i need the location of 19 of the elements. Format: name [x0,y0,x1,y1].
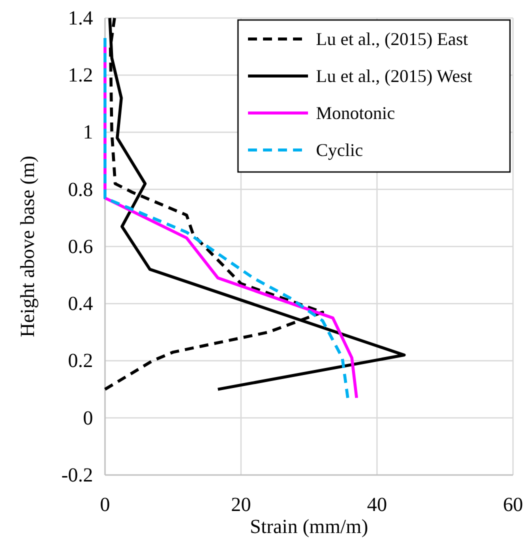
x-tick-label: 20 [231,494,251,516]
legend-label: Lu et al., (2015) West [316,66,472,86]
y-tick-label: 1.2 [68,64,93,87]
legend-label: Monotonic [316,103,396,123]
x-tick-label: 0 [100,494,110,516]
y-tick-label: 0.6 [68,236,93,258]
legend-label: Cyclic [316,140,363,160]
y-axis-title: Height above base (m) [17,156,39,338]
legend-label: Lu et al., (2015) East [316,29,468,49]
x-tick-label: 40 [367,494,387,516]
y-tick-label: 0.8 [68,178,93,201]
y-tick-label: 1 [83,122,93,144]
y-tick-label: 0.2 [68,350,93,372]
x-tick-label: 60 [503,494,523,516]
y-tick-label: 1.4 [68,7,93,30]
x-axis-title: Strain (mm/m) [250,516,368,538]
y-tick-label: -0.2 [61,464,93,486]
y-tick-label: 0.4 [68,293,93,316]
y-tick-label: 0 [83,407,93,430]
